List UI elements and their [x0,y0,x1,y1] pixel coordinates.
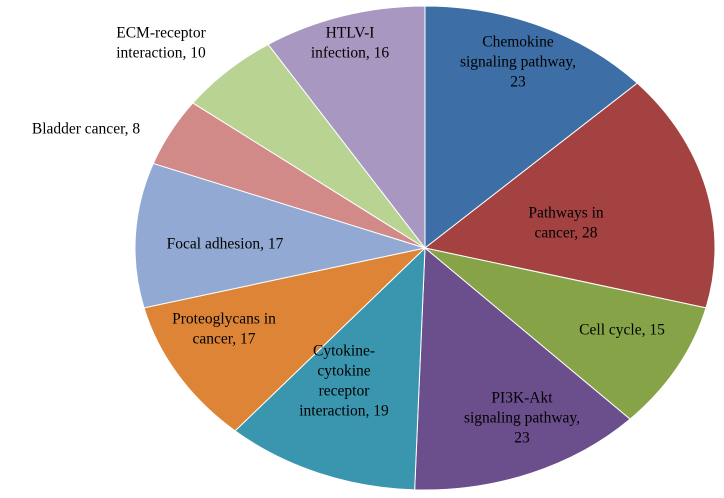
slice-label-line: receptor [319,383,371,400]
pie-slice [143,247,427,432]
slice-label: Bladder cancer, 8 [32,121,141,138]
slice-label-line: Cytokine- [313,343,375,360]
slice-label: Cytokine-cytokine receptor interaction, 19 [299,343,389,420]
slice-label-line: infection, 16 [311,45,390,62]
slice-label-line: cytokine [317,363,370,380]
slice-label-line: ECM-receptor [116,25,206,42]
slice-label-line: cancer, 17 [192,331,255,348]
slices-layer [134,5,716,491]
pie-slice [234,246,426,491]
slice-label-line: 23 [514,430,530,447]
slice-label: ECM-receptor interaction, 10 [116,25,206,62]
slice-label: PI3K-Akt signaling pathway, 23 [464,390,580,447]
pie-slice [424,247,707,420]
slice-label-line: signaling pathway, [460,54,576,71]
pie-slice [134,162,427,309]
slice-label-line: interaction, 19 [299,403,389,420]
slice-label: Proteoglycans in cancer, 17 [172,311,276,348]
slice-label-line: cancer, 28 [534,225,597,242]
slice-label-line: Focal adhesion, 17 [167,236,284,253]
slice-label-line: PI3K-Akt [491,390,553,407]
slice-label-line: Chemokine [482,34,554,51]
slice-label-line: HTLV-I [326,25,375,42]
slice-label-line: Proteoglycans in [172,311,276,328]
slice-label-line: Bladder cancer, 8 [32,121,141,138]
slice-label: Pathways in cancer, 28 [528,205,604,242]
slice-label-line: signaling pathway, [464,410,580,427]
slice-label-line: interaction, 10 [116,45,206,62]
slice-label: Cell cycle, 15 [579,322,665,339]
slice-label-line: Pathways in [528,205,604,222]
pie-slice [423,82,716,309]
labels-layer: Chemokine signaling pathway, 23 Pathways in… [32,25,665,447]
slice-label: Focal adhesion, 17 [167,236,284,253]
pie-slice [414,246,631,491]
slice-label-line: Cell cycle, 15 [579,322,665,339]
pie-slice [424,5,639,250]
slice-label: HTLV-I infection, 16 [311,25,390,62]
pie-slice [267,5,426,250]
slice-label-line: 23 [510,74,526,91]
slice-label: Chemokine signaling pathway, 23 [460,34,576,91]
